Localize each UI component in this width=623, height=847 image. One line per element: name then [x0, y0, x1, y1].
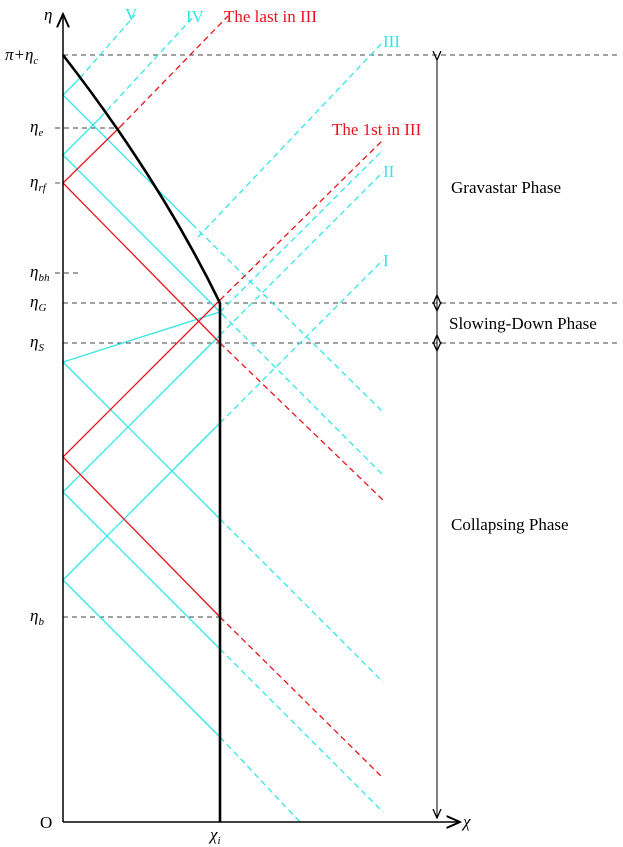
origin: O	[40, 813, 52, 832]
ray-label: The last in III	[224, 7, 317, 26]
phase-label: Gravastar Phase	[451, 178, 561, 197]
y-mark: ηS	[30, 332, 44, 354]
y-mark: ηe	[30, 117, 43, 139]
phase-label: Collapsing Phase	[451, 515, 569, 534]
ray-label: I	[383, 251, 389, 270]
ray-label: The 1st in III	[332, 120, 422, 139]
y-label: η	[44, 5, 52, 24]
y-mark: π+ηc	[5, 45, 38, 67]
boundary-curve	[61, 54, 222, 822]
ray-label: II	[383, 162, 395, 181]
guides	[55, 54, 620, 618]
ray-labels: V IV The last in III III The 1st in III …	[125, 5, 422, 270]
chi-i: χi	[208, 825, 221, 847]
y-mark: ηrf	[30, 172, 48, 194]
phase-label: Slowing-Down Phase	[449, 314, 597, 333]
y-mark: ηbh	[30, 262, 50, 284]
ray-label: IV	[186, 7, 205, 26]
ray-label: V	[125, 5, 138, 24]
y-marks: π+ηc ηe ηrf ηbh ηG ηS ηb	[5, 45, 50, 628]
phase-labels: Gravastar Phase Slowing-Down Phase Colla…	[449, 178, 597, 534]
y-mark: ηG	[30, 292, 46, 314]
ray-label: III	[383, 32, 400, 51]
x-label: χ	[461, 812, 471, 831]
y-mark: ηb	[30, 606, 44, 628]
